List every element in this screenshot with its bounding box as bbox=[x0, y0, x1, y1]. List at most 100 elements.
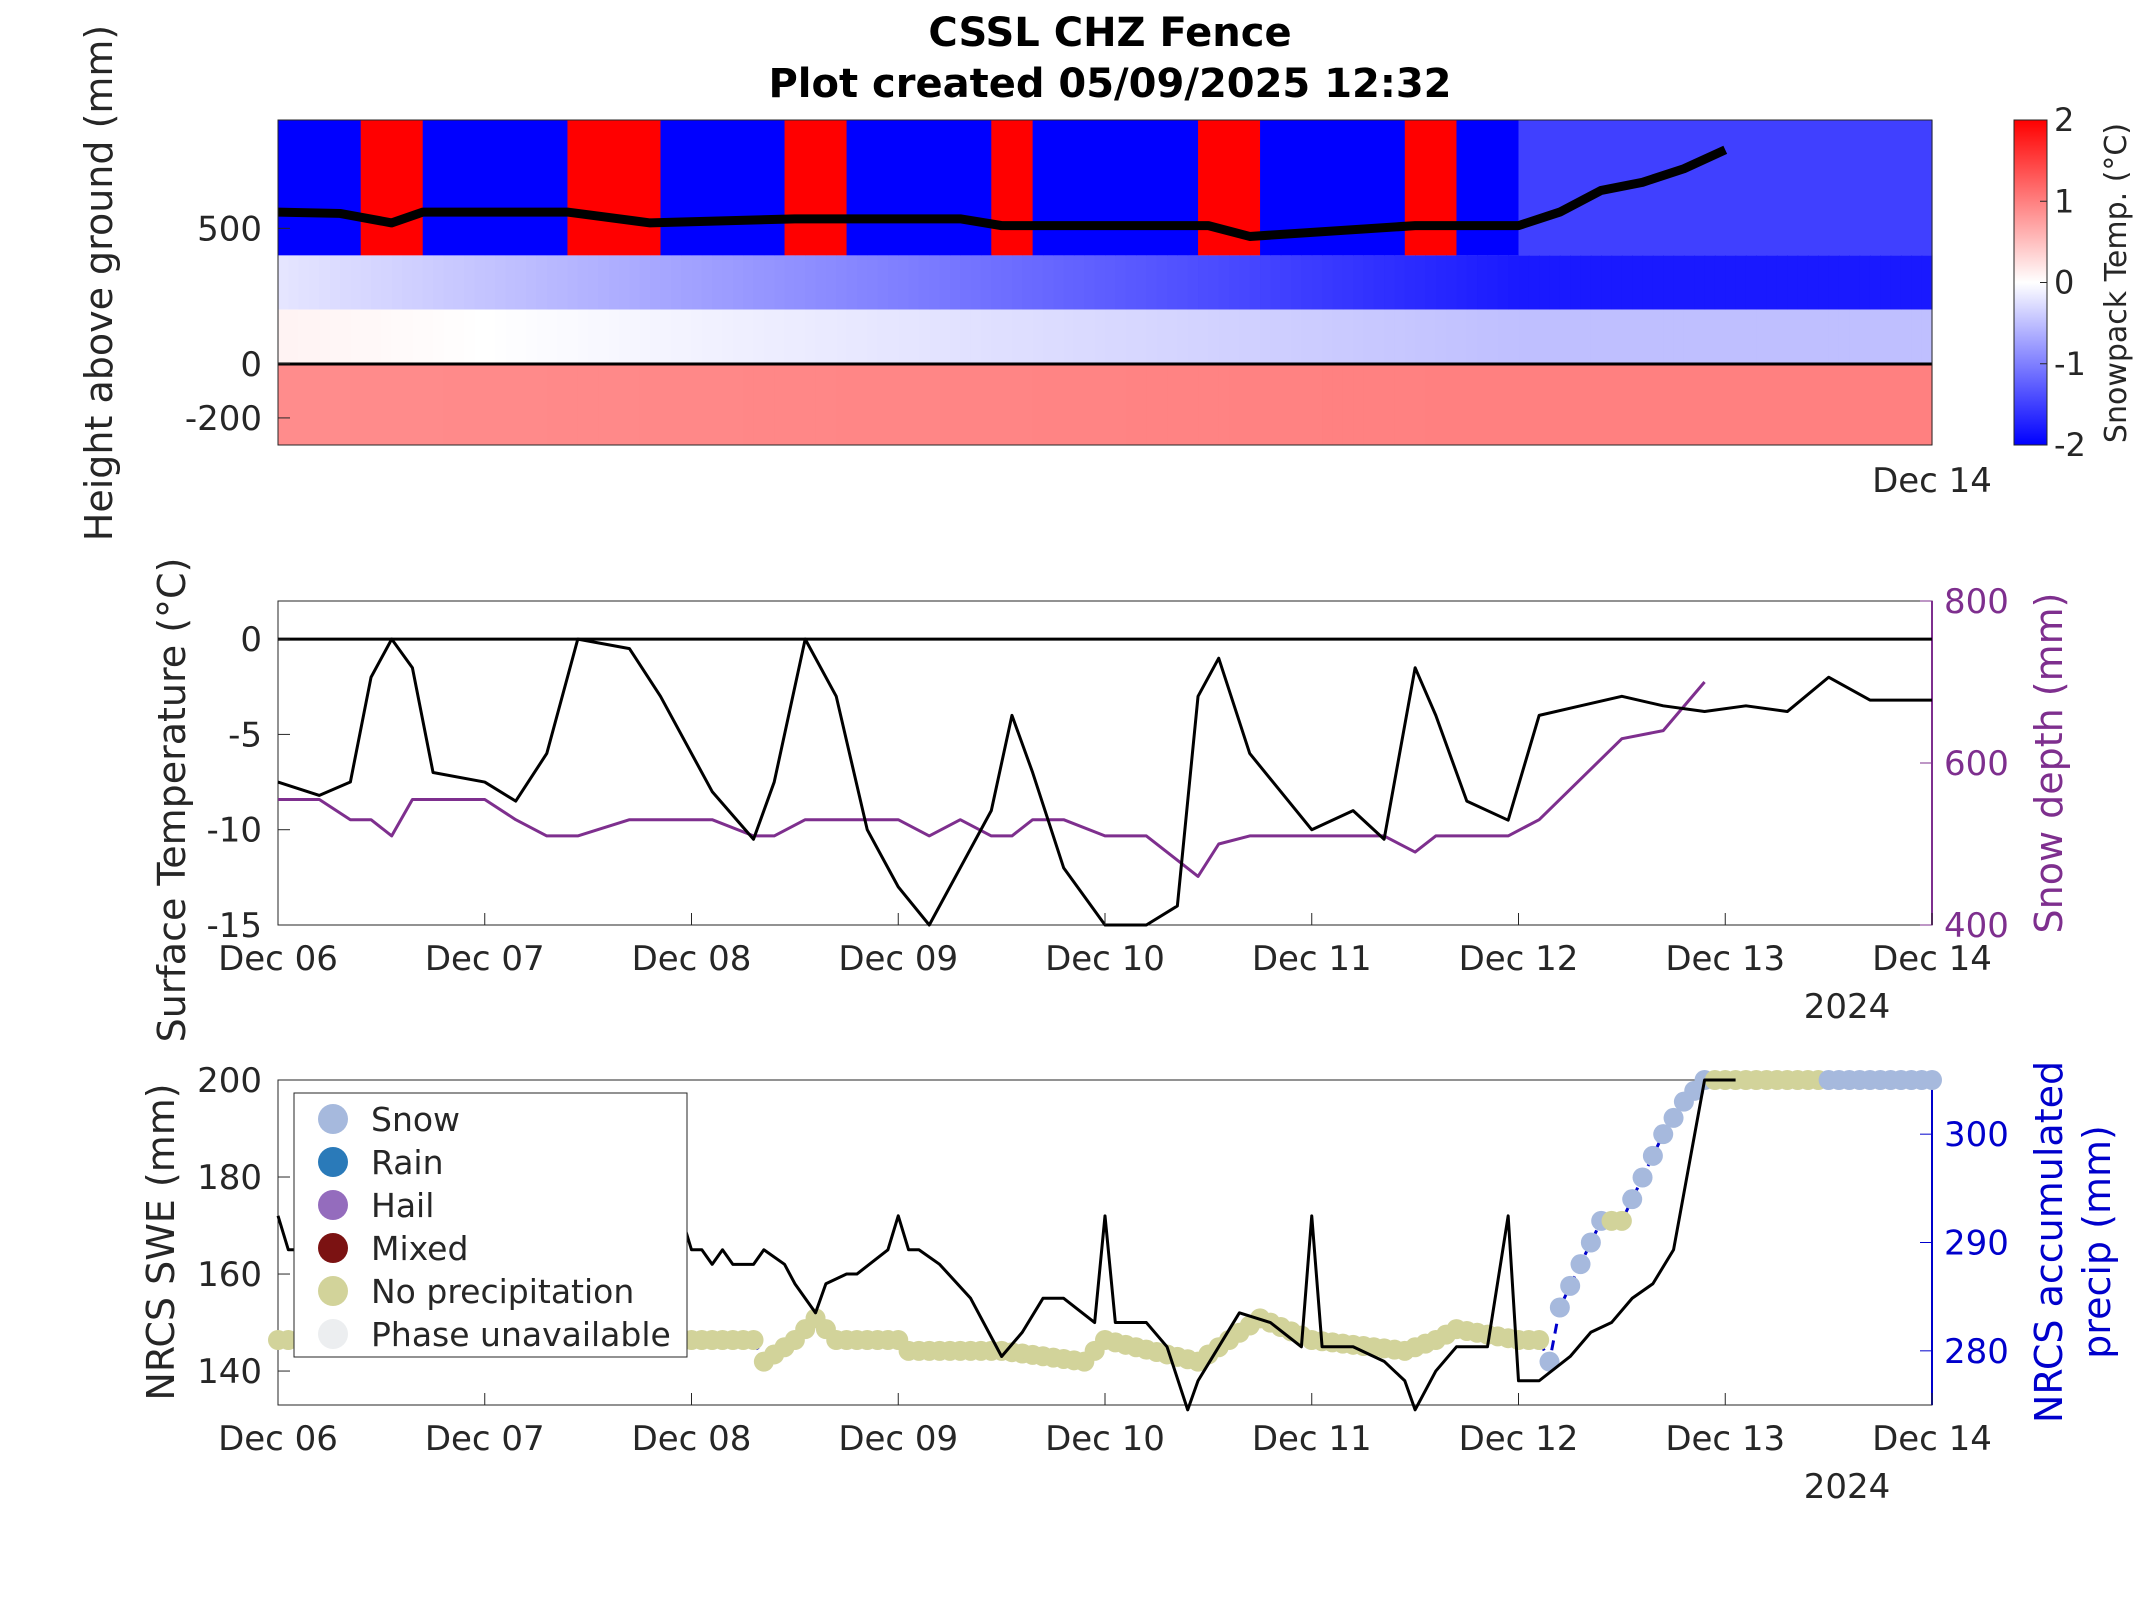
heatmap-cell bbox=[464, 255, 476, 310]
heatmap-cell bbox=[784, 255, 796, 310]
heatmap-cell bbox=[1797, 363, 1809, 445]
heatmap-cell bbox=[1115, 363, 1127, 445]
swe-x-tick-label: Dec 07 bbox=[425, 1419, 545, 1459]
heatmap-cell bbox=[1487, 255, 1499, 310]
heatmap-cell bbox=[908, 363, 920, 445]
heatmap-cell bbox=[1167, 309, 1178, 364]
precip-y-tick-label: 300 bbox=[1944, 1115, 2009, 1155]
heatmap-cell bbox=[464, 363, 476, 445]
heatmap-cell bbox=[1776, 363, 1788, 445]
heatmap-cell bbox=[319, 120, 331, 256]
heatmap-cell bbox=[298, 363, 310, 445]
heatmap-cell bbox=[1466, 120, 1478, 256]
heatmap-cell bbox=[1342, 120, 1354, 256]
heatmap-cell bbox=[515, 363, 527, 445]
legend-marker bbox=[318, 1104, 348, 1134]
heatmap-cell bbox=[278, 255, 289, 310]
heatmap-cell bbox=[1404, 255, 1416, 310]
heatmap-cell bbox=[1425, 363, 1437, 445]
heatmap-cell bbox=[1921, 120, 1933, 256]
legend-label: Mixed bbox=[371, 1229, 468, 1268]
heatmap-cell bbox=[1601, 309, 1613, 364]
heatmap-cell bbox=[329, 120, 341, 256]
heatmap-cell bbox=[1766, 255, 1778, 310]
heatmap-cell bbox=[1001, 120, 1013, 256]
legend-marker bbox=[318, 1190, 348, 1220]
precip-phase-marker bbox=[1580, 1232, 1601, 1253]
heatmap-cell bbox=[1756, 255, 1768, 310]
heatmap-cell bbox=[712, 120, 724, 256]
heatmap-cell bbox=[701, 255, 713, 310]
heatmap-cell bbox=[1807, 363, 1819, 445]
heatmap-cell bbox=[1404, 309, 1416, 364]
heatmap-cell bbox=[567, 309, 579, 364]
heatmap-cell bbox=[577, 363, 589, 445]
heatmap-cell bbox=[949, 363, 961, 445]
surface-temp-x-tick-label: Dec 10 bbox=[1045, 939, 1165, 979]
surface-temp-x-tick-label: Dec 12 bbox=[1459, 939, 1579, 979]
heatmap-cell bbox=[1714, 255, 1726, 310]
heatmap-cell bbox=[991, 255, 1003, 310]
precip-phase-marker bbox=[1570, 1254, 1591, 1275]
heatmap-cell bbox=[1322, 120, 1334, 256]
heatmap-cell bbox=[784, 363, 796, 445]
swe-x-tick-label: Dec 08 bbox=[632, 1419, 752, 1459]
heatmap-cell bbox=[1094, 363, 1106, 445]
heatmap-cell bbox=[391, 309, 403, 364]
heatmap-cell bbox=[1518, 120, 1530, 256]
heatmap-cell bbox=[1187, 255, 1199, 310]
heatmap-cell bbox=[867, 309, 879, 364]
surface-temp-x-tick-label: Dec 14 bbox=[1872, 939, 1992, 979]
heatmap-cell bbox=[443, 309, 455, 364]
heatmap-cell bbox=[1611, 363, 1623, 445]
heatmap-cell bbox=[1714, 309, 1726, 364]
heatmap-cell bbox=[1632, 309, 1644, 364]
heatmap-cell bbox=[1187, 363, 1199, 445]
heatmap-cell bbox=[1704, 255, 1716, 310]
heatmap-cell bbox=[526, 255, 538, 310]
heatmap-cell bbox=[887, 255, 899, 310]
heatmap-cell bbox=[1022, 255, 1034, 310]
heatmap-cell bbox=[1280, 309, 1292, 364]
heatmap-cell bbox=[1549, 363, 1561, 445]
heatmap-cell bbox=[412, 255, 424, 310]
heatmap-cell bbox=[1756, 120, 1768, 256]
heatmap-cell bbox=[1260, 255, 1271, 310]
heatmap-cell bbox=[546, 255, 558, 310]
heatmap-y-tick-label: -200 bbox=[185, 399, 262, 439]
heatmap-cell bbox=[1849, 309, 1861, 364]
heatmap-cell bbox=[1177, 309, 1189, 364]
heatmap-cell bbox=[464, 120, 476, 256]
heatmap-cell bbox=[381, 120, 393, 256]
swe-year-label: 2024 bbox=[1804, 1467, 1891, 1507]
heatmap-cell bbox=[350, 363, 362, 445]
heatmap-cell bbox=[1466, 363, 1478, 445]
heatmap-cell bbox=[1859, 309, 1871, 364]
heatmap-cell bbox=[1776, 120, 1788, 256]
heatmap-cell bbox=[1838, 309, 1850, 364]
heatmap-cell bbox=[1900, 255, 1912, 310]
heatmap-cell bbox=[1632, 363, 1644, 445]
heatmap-cell bbox=[1229, 120, 1240, 256]
swe-x-tick-label: Dec 10 bbox=[1045, 1419, 1165, 1459]
heatmap-cell bbox=[1652, 255, 1664, 310]
heatmap-cell bbox=[422, 120, 434, 256]
heatmap-cell bbox=[1239, 120, 1251, 256]
heatmap-cell bbox=[701, 309, 713, 364]
heatmap-cell bbox=[495, 309, 507, 364]
heatmap-cell bbox=[557, 309, 569, 364]
heatmap-cell bbox=[1921, 309, 1933, 364]
legend-items: Snow Rain Hail Mixed No precipitation Phase u… bbox=[318, 1100, 671, 1354]
heatmap-cell bbox=[1456, 309, 1468, 364]
heatmap-cell bbox=[1053, 309, 1065, 364]
heatmap-cell bbox=[1818, 363, 1830, 445]
heatmap-axes-box bbox=[277, 119, 1933, 446]
heatmap-cell bbox=[887, 363, 899, 445]
heatmap-cell bbox=[1745, 255, 1757, 310]
heatmap-cell bbox=[360, 120, 372, 256]
heatmap-cell bbox=[1880, 309, 1892, 364]
heatmap-cell bbox=[1125, 363, 1137, 445]
heatmap-cell bbox=[1425, 255, 1437, 310]
heatmap-cell bbox=[1921, 363, 1933, 445]
